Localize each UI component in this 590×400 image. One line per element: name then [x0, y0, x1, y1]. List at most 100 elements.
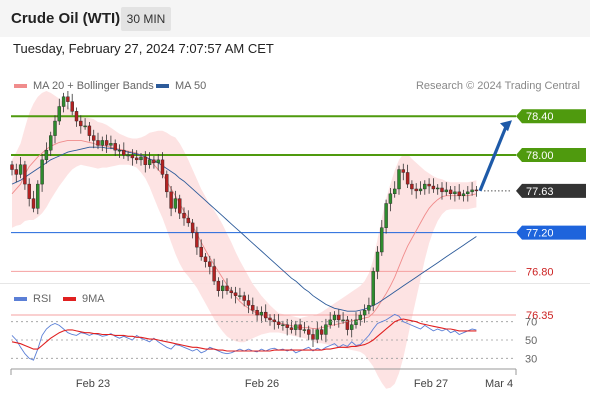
level-label-76.35: 76.35	[526, 310, 554, 322]
candle-body	[10, 164, 14, 170]
candle-body	[83, 125, 87, 128]
ma20-legend-label: MA 20 + Bollinger Bands	[33, 80, 154, 92]
level-label-77.20: 77.20	[526, 228, 554, 240]
level-tag-78.00: 78.00	[516, 148, 586, 162]
candle-body	[276, 321, 281, 325]
candle-body	[220, 285, 225, 292]
x-tick-feb-26: Feb 26	[245, 378, 279, 390]
candle-body	[302, 329, 307, 331]
candle-body	[418, 188, 423, 192]
candle-body	[354, 319, 358, 325]
timestamp: Tuesday, February 27, 2024 7:07:57 AM CE…	[13, 41, 274, 56]
candle-body	[160, 159, 165, 175]
candle-body	[358, 314, 362, 321]
candle-body	[401, 169, 405, 173]
candle-body	[414, 188, 418, 192]
candle-body	[53, 120, 57, 136]
x-tick-feb-23: Feb 23	[76, 378, 110, 390]
candle-body	[324, 324, 328, 335]
timeframe-button[interactable]: 30 MIN	[121, 7, 171, 31]
candle-body	[70, 101, 74, 112]
candle-body	[182, 212, 186, 219]
rsi-legend-label: RSI	[33, 293, 52, 305]
candle-body	[470, 189, 474, 193]
candle-body	[177, 198, 182, 214]
candle-body	[474, 189, 479, 192]
candle-body	[173, 198, 178, 209]
candle-body	[23, 164, 27, 185]
candle-body	[264, 311, 268, 319]
candle-body	[147, 159, 152, 165]
candle-body	[96, 140, 100, 146]
level-tag-78.40: 78.40	[516, 109, 586, 124]
candle-body	[139, 156, 143, 161]
candle-body	[122, 149, 126, 156]
candle-body	[371, 271, 375, 306]
candle-body	[113, 143, 117, 151]
candle-body	[307, 329, 311, 335]
bollinger-band	[12, 91, 477, 389]
candle-body	[130, 154, 135, 159]
rsi-legend-swatch	[14, 297, 27, 301]
candle-body	[44, 149, 49, 161]
candle-body	[229, 290, 234, 293]
candle-body	[186, 217, 191, 224]
candle-body	[27, 183, 31, 199]
candle-body	[126, 154, 130, 157]
candle-body	[117, 149, 122, 152]
candle-body	[281, 324, 285, 326]
candle-body	[216, 280, 221, 292]
candle-body	[466, 191, 470, 195]
ma50-line	[11, 146, 477, 312]
candle-body	[298, 324, 302, 330]
x-tick-mar-4: Mar 4	[485, 378, 513, 390]
level-tag-77.20: 77.20	[516, 225, 586, 240]
rsi-ma-legend-swatch	[63, 297, 76, 301]
target-arrow-head	[500, 120, 512, 132]
candle-body	[319, 329, 324, 335]
candle-body	[388, 193, 393, 204]
level-label-78.40: 78.40	[526, 111, 554, 123]
candle-body	[255, 310, 259, 316]
candle-body	[225, 285, 229, 292]
candle-body	[190, 222, 195, 233]
candle-body	[195, 232, 199, 248]
rsi-ma-legend-label: 9MA	[82, 293, 105, 305]
candle-body	[410, 183, 414, 190]
candle-body	[100, 140, 105, 146]
candle-body	[332, 314, 337, 321]
header-bar: Crude Oil (WTI) 30 MIN	[0, 0, 590, 37]
candle-body	[380, 227, 384, 253]
candle-body	[165, 174, 169, 193]
candle-body	[397, 169, 401, 190]
rsi-tick-70: 70	[525, 317, 537, 329]
ma50-legend-label: MA 50	[175, 80, 207, 92]
candle-body	[268, 317, 272, 321]
candle-body	[74, 111, 79, 122]
candle-body	[405, 172, 410, 185]
candle-body	[444, 189, 448, 193]
candle-body	[384, 203, 388, 228]
candle-body	[436, 187, 440, 190]
ma20-legend-swatch	[14, 84, 27, 88]
candle-body	[337, 314, 341, 321]
candle-body	[246, 300, 251, 306]
candle-body	[238, 295, 242, 297]
candle-body	[457, 191, 461, 196]
candle-body	[393, 188, 397, 194]
candle-body	[423, 183, 427, 190]
level-label-76.80: 76.80	[526, 266, 554, 278]
candle-body	[251, 305, 255, 311]
candle-body	[169, 191, 173, 209]
candle-body	[328, 319, 332, 325]
candle-body	[242, 295, 246, 301]
candle-body	[367, 305, 371, 311]
rsi-ma-line	[11, 318, 477, 352]
candle-body	[294, 324, 298, 330]
candle-body	[427, 183, 431, 187]
level-label-77.63: 77.63	[526, 186, 554, 198]
candle-body	[311, 334, 315, 340]
rsi-tick-30: 30	[525, 353, 537, 365]
candle-body	[49, 135, 53, 151]
